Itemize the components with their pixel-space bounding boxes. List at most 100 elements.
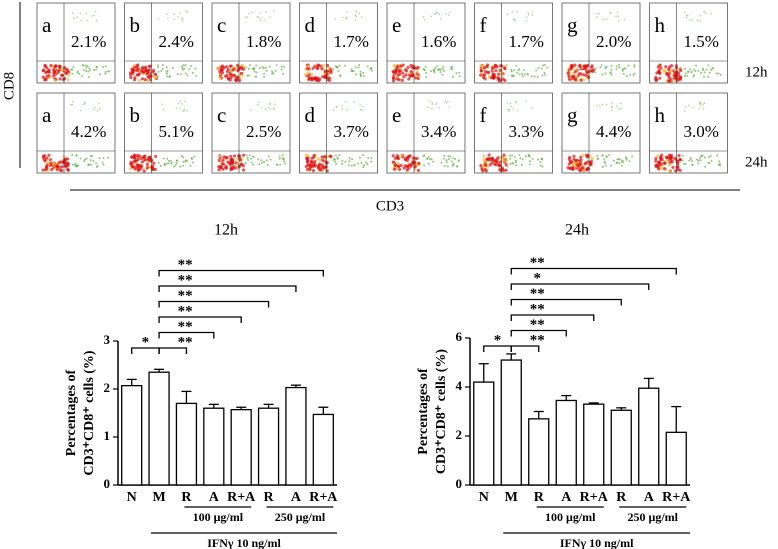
dot <box>702 75 705 78</box>
dot <box>488 163 492 167</box>
dot <box>47 162 51 166</box>
dot <box>633 64 636 67</box>
dot <box>181 66 184 69</box>
dot <box>686 74 689 77</box>
dot <box>74 162 77 165</box>
dot <box>185 159 188 162</box>
dot <box>282 73 285 76</box>
dot <box>596 104 598 107</box>
dot <box>514 159 517 162</box>
dot <box>267 155 270 158</box>
dot <box>392 76 396 80</box>
dot <box>191 71 194 74</box>
dot <box>163 162 166 165</box>
dot <box>416 168 421 173</box>
dot <box>398 72 402 76</box>
dot <box>232 165 236 169</box>
dot <box>262 67 265 70</box>
y-tick-label: 0 <box>104 476 111 491</box>
dot <box>520 163 523 166</box>
y-tick-label: 0 <box>456 476 463 491</box>
dot <box>264 66 267 69</box>
dot <box>247 158 250 161</box>
dot <box>181 154 183 157</box>
dot <box>437 68 440 71</box>
dot <box>170 162 173 165</box>
dot <box>323 69 327 74</box>
dot <box>693 74 696 77</box>
dot <box>57 160 61 165</box>
dot <box>710 12 713 15</box>
significance-label: * <box>142 334 150 350</box>
dot <box>51 161 56 166</box>
dot <box>598 13 600 15</box>
dot <box>411 64 415 68</box>
dot <box>715 72 718 75</box>
dot <box>693 68 696 71</box>
dot <box>44 77 48 81</box>
dot <box>491 75 495 80</box>
dot <box>442 69 445 72</box>
dot <box>321 165 325 169</box>
dot <box>133 76 137 80</box>
dot <box>676 167 680 171</box>
dot <box>306 71 310 75</box>
dot <box>579 155 583 159</box>
dot <box>654 156 658 161</box>
dot <box>497 72 501 76</box>
dot <box>487 75 492 79</box>
dot <box>618 64 621 67</box>
dot <box>506 102 509 104</box>
dot <box>710 160 713 163</box>
dot <box>359 108 362 111</box>
panel-percentage: 3.7% <box>334 122 369 141</box>
dot <box>273 103 276 106</box>
dot <box>45 156 49 160</box>
dot <box>184 100 186 103</box>
dot <box>188 68 191 71</box>
panel-letter: g <box>567 103 578 127</box>
dot <box>45 74 49 78</box>
y-tick-label: 6 <box>456 329 463 344</box>
dot <box>240 73 244 77</box>
dot <box>690 70 693 73</box>
dot <box>283 162 286 165</box>
dot <box>104 70 107 73</box>
dot <box>512 162 515 165</box>
dot <box>435 65 438 68</box>
dot <box>684 11 686 14</box>
dot <box>685 106 687 108</box>
dot <box>313 76 317 80</box>
dot <box>309 160 313 164</box>
dot <box>454 158 457 161</box>
dot <box>231 73 235 77</box>
dot <box>530 75 533 78</box>
dot <box>707 161 710 164</box>
dot <box>697 69 700 72</box>
dot <box>271 70 274 73</box>
dot <box>71 163 74 166</box>
dot <box>509 162 512 165</box>
dot <box>96 109 99 112</box>
dot <box>422 16 425 18</box>
dot <box>154 154 158 159</box>
dot <box>258 16 261 19</box>
dot <box>184 64 187 67</box>
flow-ylabel: CD8 <box>1 72 17 100</box>
dot <box>681 154 684 157</box>
dot <box>490 157 494 161</box>
dot <box>98 108 101 110</box>
dot <box>87 70 90 73</box>
panel-percentage: 2.0% <box>596 32 631 51</box>
dot <box>88 67 91 70</box>
dot <box>84 101 86 103</box>
dot <box>361 109 363 112</box>
dot <box>236 69 240 73</box>
dot <box>451 75 454 78</box>
dot <box>615 15 617 18</box>
dot <box>269 158 272 161</box>
flow-panel <box>211 92 291 174</box>
dot <box>448 106 451 108</box>
dot <box>669 158 673 163</box>
dot <box>42 154 47 158</box>
